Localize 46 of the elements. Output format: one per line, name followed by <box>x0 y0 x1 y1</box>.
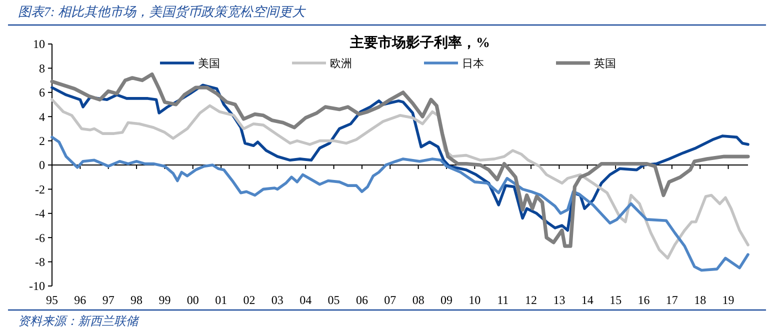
chart-subtitle: 主要市场影子利率，% <box>349 34 490 51</box>
x-tick-label: 01 <box>215 293 228 307</box>
x-tick-label: 15 <box>610 293 622 307</box>
y-tick-label: -6 <box>35 230 45 245</box>
legend-label: 日本 <box>462 56 484 70</box>
x-tick-label: 07 <box>384 293 396 307</box>
y-tick-label: 0 <box>39 158 45 172</box>
x-tick-label: 09 <box>440 293 452 307</box>
y-tick-label: -8 <box>35 255 45 269</box>
x-tick-label: 00 <box>186 293 199 307</box>
legend-label: 英国 <box>594 56 616 70</box>
x-tick-label: 08 <box>412 293 424 307</box>
x-tick-label: 17 <box>666 293 678 307</box>
x-tick-label: 99 <box>158 293 171 307</box>
x-tick-label: 16 <box>638 293 650 307</box>
x-tick-label: 02 <box>243 293 256 307</box>
x-tick-label: 10 <box>468 293 481 307</box>
x-tick-label: 14 <box>581 293 594 307</box>
line-series <box>50 136 750 272</box>
x-tick-label: 13 <box>553 293 566 307</box>
x-tick-label: 03 <box>271 293 284 307</box>
line-series <box>50 98 750 260</box>
y-tick-label: -10 <box>29 279 45 294</box>
chart-title: 图表7: 相比其他市场，美国货币政策宽松空间更大 <box>18 4 308 19</box>
legend-label: 欧洲 <box>330 56 352 70</box>
legend-label: 美国 <box>198 56 220 70</box>
x-tick-label: 19 <box>722 293 734 307</box>
y-tick-label: 4 <box>39 110 45 124</box>
x-tick-label: 05 <box>328 293 340 307</box>
y-tick-label: 8 <box>39 61 45 76</box>
x-tick-label: 98 <box>130 293 143 307</box>
line-series <box>50 72 750 248</box>
x-tick-label: 11 <box>497 293 509 307</box>
x-tick-label: 97 <box>102 293 114 307</box>
x-tick-label: 18 <box>694 293 706 307</box>
x-tick-label: 06 <box>356 293 368 307</box>
y-tick-label: 6 <box>39 86 45 100</box>
x-tick-label: 12 <box>525 293 538 307</box>
text: 资料来源：新西兰联储 <box>18 314 140 328</box>
y-tick-label: 2 <box>39 134 45 148</box>
y-tick-label: -4 <box>35 206 45 221</box>
y-tick-label: 10 <box>33 37 45 52</box>
y-tick-label: -2 <box>35 182 45 196</box>
x-tick-label: 96 <box>74 293 86 307</box>
x-tick-label: 95 <box>46 293 58 307</box>
x-tick-label: 04 <box>300 293 312 307</box>
